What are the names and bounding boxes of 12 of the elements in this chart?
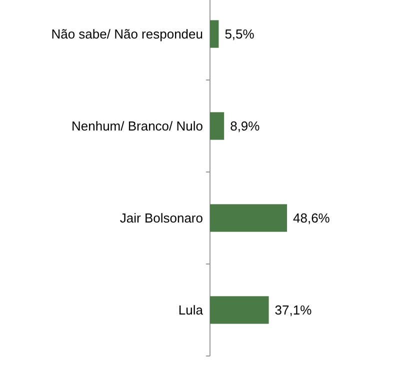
data-label: 37,1%	[274, 302, 312, 318]
y-tick-label: Lula	[178, 302, 204, 318]
bar	[210, 204, 287, 232]
bar	[210, 296, 269, 324]
data-label: 8,9%	[230, 118, 260, 134]
y-tick-label: Jair Bolsonaro	[120, 210, 203, 226]
data-label: 48,6%	[293, 210, 330, 226]
data-label: 5,5%	[224, 26, 255, 42]
y-tick-label: Nenhum/ Branco/ Nulo	[71, 118, 203, 134]
y-tick-label: Não sabe/ Não respondeu	[51, 26, 203, 42]
bar	[210, 20, 219, 48]
bar	[210, 112, 224, 140]
